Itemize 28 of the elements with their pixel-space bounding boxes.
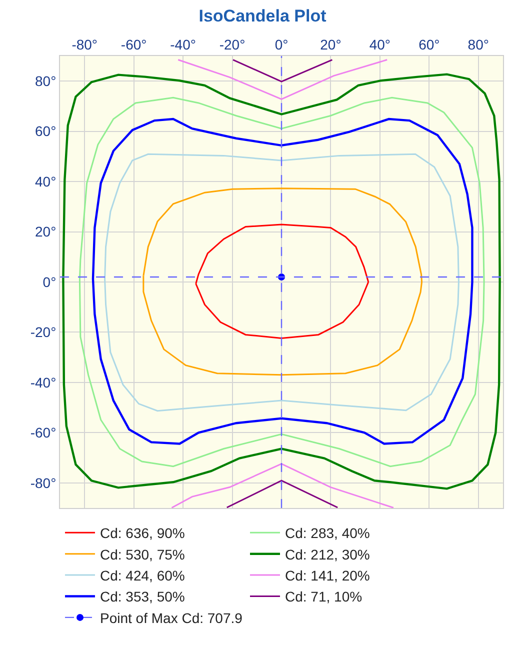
- x-tick-label: 40°: [369, 36, 391, 52]
- x-tick-label: -60°: [120, 36, 147, 52]
- x-tick-label: -20°: [219, 36, 246, 52]
- legend-label: Cd: 353, 50%: [100, 588, 185, 605]
- y-tick-label: 20°: [35, 224, 56, 240]
- x-tick-label: 20°: [320, 36, 342, 52]
- x-tick-label: 60°: [418, 36, 440, 52]
- y-tick-label: -60°: [30, 424, 56, 441]
- legend-label: Cd: 141, 20%: [285, 568, 370, 584]
- y-tick-label: 40°: [35, 173, 56, 190]
- x-tick-label: 80°: [468, 36, 489, 52]
- legend-label: Cd: 424, 60%: [100, 568, 185, 584]
- x-tick-label: -80°: [72, 36, 98, 52]
- legend-label: Point of Max Cd: 707.9: [100, 610, 243, 626]
- y-tick-label: -20°: [30, 324, 56, 340]
- y-tick-label: 0°: [42, 274, 56, 290]
- x-tick-label: 0°: [274, 36, 288, 52]
- legend-label: Cd: 71, 10%: [285, 588, 362, 605]
- legend-label: Cd: 212, 30%: [285, 546, 370, 562]
- chart-title: IsoCandela Plot: [198, 6, 327, 26]
- y-tick-label: 80°: [35, 73, 56, 90]
- legend-label: Cd: 636, 90%: [100, 525, 185, 542]
- x-tick-label: -40°: [170, 36, 196, 52]
- legend-label: Cd: 283, 40%: [285, 525, 370, 542]
- y-tick-label: -80°: [30, 474, 56, 491]
- legend-label: Cd: 530, 75%: [100, 546, 185, 562]
- y-tick-label: -40°: [30, 374, 56, 390]
- y-tick-label: 60°: [35, 123, 56, 140]
